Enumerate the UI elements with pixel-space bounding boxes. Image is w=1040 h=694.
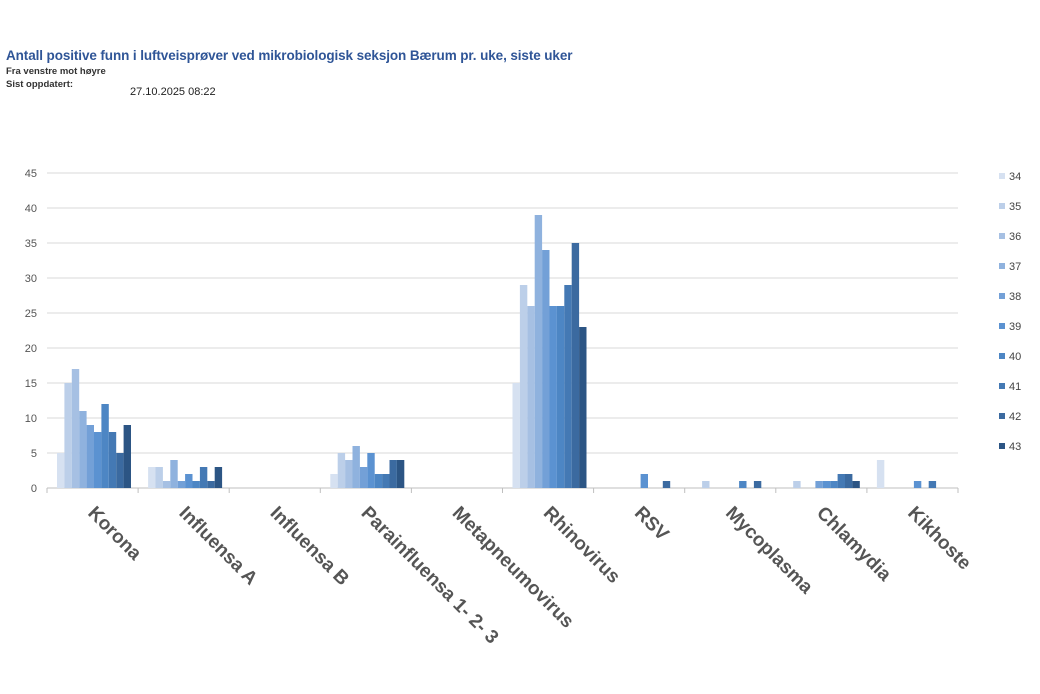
bar xyxy=(822,481,831,488)
bar xyxy=(519,285,528,488)
legend-label: 38 xyxy=(1009,291,1021,303)
bar xyxy=(108,432,117,488)
bar xyxy=(512,383,520,488)
legend-label: 43 xyxy=(1009,441,1021,453)
bar xyxy=(928,481,937,488)
legend-label: 41 xyxy=(1009,381,1021,393)
chart-title: Antall positive funn i luftveisprøver ve… xyxy=(6,48,573,63)
bar xyxy=(71,369,80,488)
bar xyxy=(571,243,580,488)
legend-label: 34 xyxy=(1009,171,1021,183)
bar xyxy=(564,285,572,488)
legend-swatch xyxy=(999,353,1005,359)
y-tick-label: 0 xyxy=(31,483,37,495)
bar xyxy=(382,474,390,488)
bar xyxy=(207,481,215,488)
bar xyxy=(852,481,860,488)
bar xyxy=(662,481,671,488)
bar xyxy=(101,404,109,488)
updated-label: Sist oppdatert: xyxy=(6,79,74,90)
legend-swatch xyxy=(999,383,1005,389)
bar xyxy=(579,327,587,488)
y-tick-label: 10 xyxy=(25,413,37,425)
legend-swatch xyxy=(999,263,1005,269)
bar xyxy=(793,481,801,488)
y-tick-label: 30 xyxy=(25,273,37,285)
category-label: Influensa A xyxy=(175,503,262,590)
bar xyxy=(830,481,838,488)
bar xyxy=(352,446,360,488)
legend-swatch xyxy=(999,443,1005,449)
legend-swatch xyxy=(999,323,1005,329)
bar xyxy=(845,474,853,488)
bar xyxy=(170,460,178,488)
legend-label: 40 xyxy=(1009,351,1021,363)
bar xyxy=(185,474,193,488)
bar xyxy=(913,481,922,488)
bar xyxy=(79,411,87,488)
category-label: Mycoplasma xyxy=(721,503,817,599)
bar xyxy=(556,306,565,488)
bar xyxy=(116,453,124,488)
legend-label: 35 xyxy=(1009,201,1021,213)
bar xyxy=(753,481,762,488)
bar xyxy=(396,460,405,488)
chart-subtitle: Fra venstre mot høyre xyxy=(6,66,106,77)
category-label: RSV xyxy=(630,503,673,546)
bar xyxy=(177,481,186,488)
y-tick-label: 45 xyxy=(25,168,37,180)
legend-label: 36 xyxy=(1009,231,1021,243)
y-tick-label: 35 xyxy=(25,238,37,250)
bar xyxy=(549,306,557,488)
legend-label: 42 xyxy=(1009,411,1021,423)
bar xyxy=(389,460,397,488)
updated-value: 27.10.2025 08:22 xyxy=(130,86,216,98)
legend-label: 39 xyxy=(1009,321,1021,333)
y-tick-label: 20 xyxy=(25,343,37,355)
legend-swatch xyxy=(999,413,1005,419)
bar xyxy=(640,474,648,488)
bar xyxy=(64,383,72,488)
bar xyxy=(345,460,353,488)
bar xyxy=(837,474,845,488)
y-tick-label: 15 xyxy=(25,378,37,390)
bar xyxy=(542,250,550,488)
category-label: Rhinovirus xyxy=(539,503,624,588)
bar xyxy=(155,467,163,488)
bar xyxy=(330,474,338,488)
legend-swatch xyxy=(999,233,1005,239)
bar xyxy=(374,474,383,488)
bar xyxy=(359,467,368,488)
bar xyxy=(57,453,65,488)
y-tick-label: 25 xyxy=(25,308,37,320)
legend-swatch xyxy=(999,203,1005,209)
bar xyxy=(815,481,823,488)
legend-swatch xyxy=(999,293,1005,299)
category-label: Kikhoste xyxy=(903,503,975,575)
bar xyxy=(739,481,747,488)
category-label: Chlamydia xyxy=(812,503,895,586)
bar xyxy=(534,215,543,488)
bar xyxy=(876,460,885,488)
bar xyxy=(123,425,131,488)
bar xyxy=(162,481,171,488)
bar xyxy=(702,481,710,488)
y-tick-label: 40 xyxy=(25,203,37,215)
bar xyxy=(214,467,223,488)
y-tick-label: 5 xyxy=(31,448,37,460)
bar xyxy=(86,425,94,488)
bar xyxy=(527,306,535,488)
bar xyxy=(367,453,375,488)
bar xyxy=(94,432,102,488)
category-label: Korona xyxy=(83,503,145,565)
bar xyxy=(337,453,346,488)
legend-label: 37 xyxy=(1009,261,1021,273)
bar xyxy=(148,467,156,488)
bar xyxy=(192,481,200,488)
bar xyxy=(199,467,208,488)
legend-swatch xyxy=(999,173,1005,179)
category-label: Influensa B xyxy=(266,503,353,590)
